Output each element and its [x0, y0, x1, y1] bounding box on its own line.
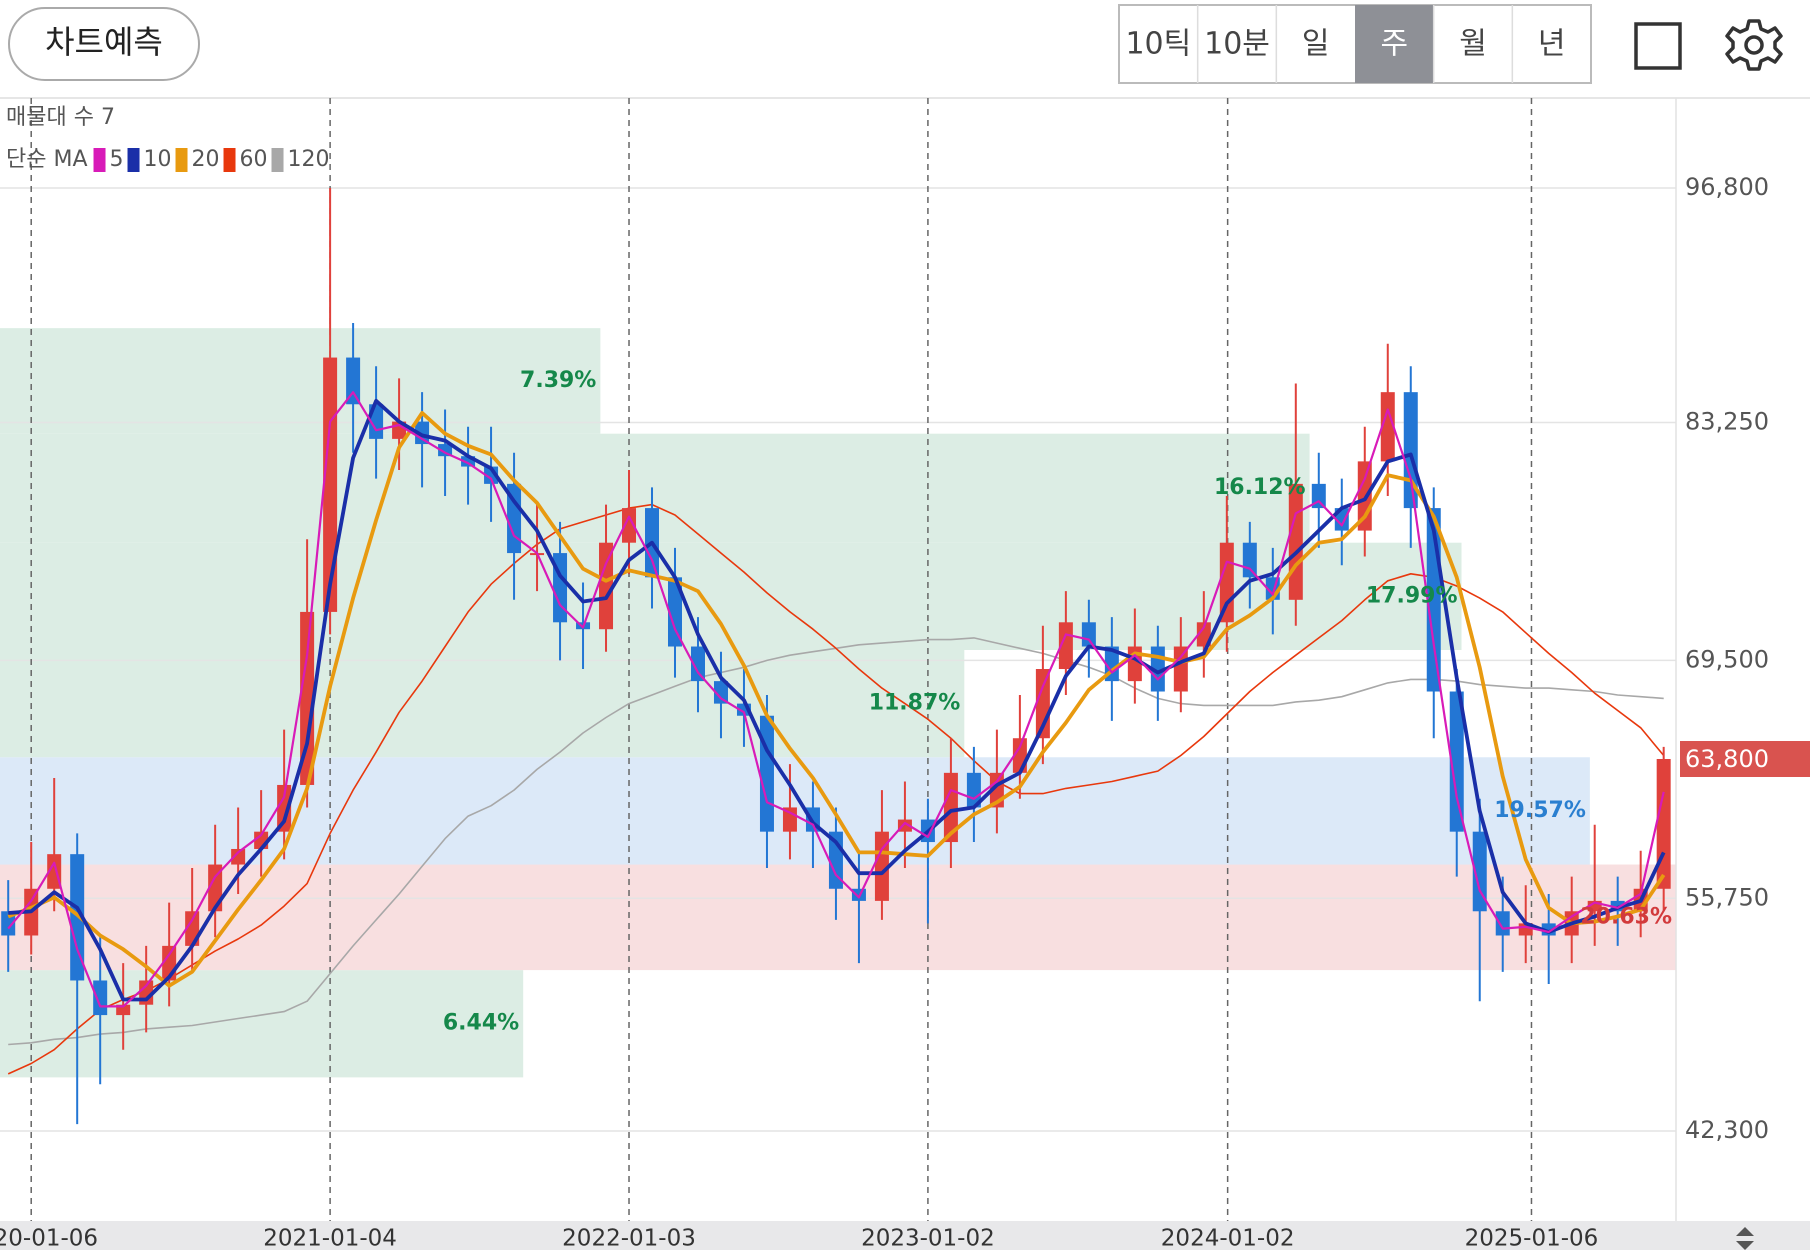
candle-body [277, 784, 292, 832]
volume-profile-count: 매물대 수 7 [6, 105, 115, 130]
legend-title: 단순 MA [6, 147, 88, 172]
gear-outline [1725, 19, 1783, 71]
candle-body [116, 1004, 131, 1016]
candle-body [1, 911, 16, 936]
predict-button-label[interactable]: 차트예측 [45, 23, 163, 61]
legend-label: 10 [144, 147, 172, 172]
volume-profile-label: 7.39% [520, 368, 596, 393]
x-axis-strip [0, 1221, 1810, 1250]
candle-body [1058, 622, 1073, 670]
legend-swatch [271, 148, 284, 172]
y-tick-label: 55,750 [1685, 883, 1769, 911]
y-tick-label: 42,300 [1685, 1116, 1769, 1144]
x-tick-label: 2024-01-02 [1161, 1226, 1295, 1250]
tab-active-bg [1355, 5, 1434, 83]
predict-button[interactable] [8, 7, 200, 81]
candle-body [231, 848, 246, 865]
volume-profile-label: 19.57% [1494, 798, 1586, 823]
fullscreen-icon[interactable] [1634, 22, 1682, 70]
candle-body [622, 508, 637, 543]
toolbar: 차트예측 10틱 10분 일 주 월 년 [0, 4, 1810, 99]
candle-body [1495, 911, 1510, 936]
legend-label: 60 [240, 147, 268, 172]
candle-body [1656, 758, 1671, 889]
legend-swatch [93, 148, 106, 172]
volume-profile-label: 20.63% [1580, 904, 1672, 929]
period-tab[interactable]: 년 [1538, 27, 1566, 62]
plot-area [0, 98, 1676, 1221]
period-tab[interactable]: 10분 [1204, 27, 1270, 62]
candle-body [1242, 542, 1257, 578]
candle-body [1380, 392, 1395, 462]
candle-body [1173, 646, 1188, 692]
y-tick-label: 69,500 [1685, 645, 1769, 673]
candle-body [93, 980, 108, 1016]
y-tick-label: 96,800 [1685, 173, 1769, 201]
period-tab[interactable]: 일 [1302, 27, 1330, 62]
candle-body [323, 357, 338, 612]
volume-profile-bar [0, 649, 965, 758]
period-tab[interactable]: 주 [1381, 27, 1409, 62]
legend-label: 5 [110, 147, 124, 172]
period-tab[interactable]: 10틱 [1125, 27, 1191, 62]
candle-body [415, 421, 430, 445]
moving-average-line [8, 398, 1666, 1002]
overlay: 42,300 55,750 69,500 83,250 96,800 2020-01-06… [0, 98, 1810, 1250]
candle-body [874, 831, 889, 901]
y-tick-label: 83,250 [1685, 407, 1769, 435]
legend-label: 120 [288, 147, 330, 172]
gear-center [1744, 35, 1764, 55]
x-tick-label: 2023-01-02 [861, 1226, 995, 1250]
candle-body [897, 819, 912, 832]
candle-body [943, 772, 958, 843]
x-tick-label: 2025-01-06 [1465, 1226, 1599, 1250]
volume-profile-bar [0, 542, 1462, 650]
legend-swatch [223, 148, 236, 172]
volume-profile-label: 16.12% [1214, 475, 1306, 500]
candle-body [507, 483, 522, 554]
legend-swatch [127, 148, 140, 172]
settings-icon[interactable] [1725, 19, 1783, 71]
candle-body [759, 715, 774, 832]
candle-body [300, 611, 315, 785]
candle-body [713, 681, 728, 704]
candle-body [1587, 900, 1602, 912]
candle-body [70, 854, 85, 981]
resize-handle[interactable] [1736, 1227, 1754, 1250]
candle-body [1196, 622, 1211, 647]
candle-body [461, 456, 476, 467]
candle-body [1081, 622, 1096, 647]
candle-body [966, 772, 981, 808]
candle-body [1449, 691, 1464, 832]
x-tick-label: 2021-01-04 [263, 1226, 397, 1250]
current-price-label: 63,800 [1685, 745, 1769, 773]
x-tick-label: 2020-01-06 [0, 1226, 98, 1250]
legend-swatch [175, 148, 188, 172]
volume-profile-label: 6.44% [443, 1011, 519, 1036]
volume-profile-bar [0, 328, 601, 434]
candle-body [1472, 831, 1487, 912]
candle-body [690, 646, 705, 682]
volume-profile-label: 17.99% [1366, 583, 1458, 608]
candle-body [1288, 483, 1303, 600]
moving-average-line [7, 503, 1665, 1075]
moving-average-line [7, 411, 1666, 988]
candle-body [667, 577, 682, 647]
moving-average-line [7, 391, 1665, 1008]
volume-profile-label: 11.87% [869, 691, 961, 716]
x-tick-label: 2022-01-03 [562, 1226, 696, 1250]
candle-body [599, 542, 614, 630]
volume-profile-bar [0, 970, 524, 1078]
candle-body [346, 357, 361, 405]
period-tab[interactable]: 월 [1459, 27, 1487, 62]
current-price-tag [1680, 740, 1810, 777]
legend-label: 20 [192, 147, 220, 172]
